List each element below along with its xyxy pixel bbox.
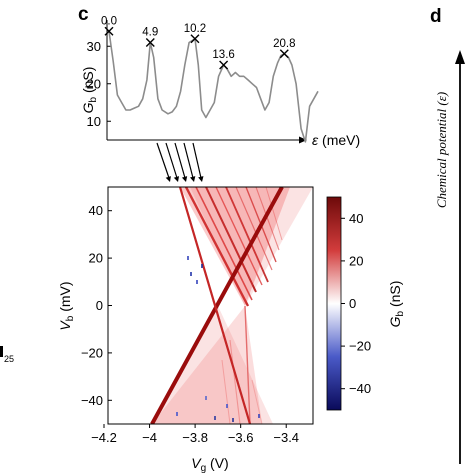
peak-arrowhead	[198, 176, 204, 182]
heatmap-xtick-label: −3.4	[273, 430, 299, 445]
noise-speck	[214, 416, 216, 420]
heatmap-xlabel: Vg (V)	[191, 455, 228, 474]
chemical-potential-arrowhead	[455, 50, 465, 64]
heatmap-ytick-label: 0	[96, 298, 103, 313]
lower-conductance-wash	[152, 306, 262, 424]
upper-conductance-wash	[180, 187, 290, 306]
peak-marker	[279, 49, 289, 59]
peak-arrow-shaft	[174, 142, 186, 179]
heatmap-ylabel: Vb (mV)	[57, 281, 76, 330]
top-ylabel: Gb (nS)	[80, 67, 99, 114]
peak-marker	[145, 38, 155, 47]
peak-arrows	[156, 142, 204, 182]
peak-label: 0.0	[101, 15, 117, 27]
peak-arrow-shaft	[156, 142, 170, 179]
heatmap-xtick-label: −3.6	[228, 430, 254, 445]
peak-arrow-shaft	[165, 142, 178, 179]
colorbar-label: Gb (nS)	[387, 281, 406, 328]
diamond-edge-right	[178, 187, 252, 424]
peak-marker	[104, 26, 114, 36]
top-ytick-label: 20	[87, 76, 101, 91]
chemical-potential-label: Chemical potential (ε)	[434, 92, 449, 208]
resonance-line	[255, 187, 280, 251]
lower-resonance-lines	[152, 305, 263, 424]
colorbar: 40 20 0 −20 −40 Gb (nS)	[326, 196, 406, 411]
panel-letter-d: d	[430, 6, 442, 27]
colorbar-tick-label: 40	[349, 211, 363, 226]
diamond-edge-left	[150, 187, 284, 424]
resonance-line	[235, 187, 273, 271]
differential-conductance-heatmap: −4.2 −4 −3.8 −3.6 −3.4 40 20 0 −20 −40 Vg (V) Vb…	[57, 186, 314, 474]
resonance-line	[205, 187, 257, 293]
peak-marker	[190, 34, 200, 44]
resonance-line	[184, 187, 250, 307]
heatmap-noise	[176, 256, 260, 422]
heatmap-xtick-label: −4.2	[91, 430, 117, 445]
top-xlabel: ε (meV)	[312, 132, 360, 148]
resonance-line	[215, 187, 263, 286]
noise-speck	[205, 396, 207, 400]
peak-arrowhead	[181, 176, 188, 182]
left-partial-subscript: 25	[4, 354, 14, 364]
colorbar-tick-label: 0	[349, 296, 356, 311]
noise-speck	[176, 412, 178, 416]
top-ytick-label: 10	[87, 114, 101, 129]
resonance-line	[225, 187, 269, 283]
peak-label: 20.8	[273, 38, 295, 50]
colorbar-tick-label: −40	[349, 381, 371, 396]
resonance-line	[229, 339, 241, 424]
top-x-axis-arrow	[299, 136, 307, 144]
heatmap-ytick-label: 20	[89, 251, 103, 266]
peak-label: 10.2	[184, 23, 206, 35]
top-ytick-label: 30	[87, 39, 101, 54]
peak-arrow-shaft	[183, 142, 194, 179]
peak-label: 4.9	[142, 27, 158, 39]
heatmap-ytick-label: −40	[81, 393, 103, 408]
heatmap-ytick-label: 40	[89, 203, 103, 218]
heatmap-xtick-label: −3.8	[182, 430, 208, 445]
chemical-potential-axis: Chemical potential (ε)	[434, 50, 465, 464]
noise-speck	[187, 256, 189, 260]
noise-speck	[226, 404, 228, 408]
noise-speck	[232, 418, 234, 422]
peak-marker	[219, 60, 229, 70]
resonance-line	[265, 187, 283, 241]
colorbar-tick-label: −20	[349, 339, 371, 354]
colorbar-tick-label: 20	[349, 253, 363, 268]
panel-letter-c: c	[78, 4, 89, 25]
peak-arrowhead	[173, 176, 180, 182]
heatmap-xtick-label: −4	[142, 430, 157, 445]
heatmap-ytick-label: −20	[81, 345, 103, 360]
peak-arrowhead	[165, 176, 171, 182]
peak-label: 13.6	[212, 49, 234, 61]
noise-speck	[196, 280, 198, 284]
noise-speck	[190, 272, 192, 276]
noise-speck	[258, 414, 260, 418]
resonance-line	[195, 187, 253, 301]
noise-speck	[201, 264, 203, 268]
gb-vs-energy-plot: 10 20 30 Gb (nS) ε (meV) 0.0 4.9 10.2 13.6 20.…	[80, 15, 360, 148]
resonance-line	[221, 359, 231, 424]
resonance-line	[251, 379, 263, 424]
left-partial-label: 25	[0, 346, 14, 364]
peak-arrow-shaft	[192, 142, 202, 179]
resonance-line	[244, 305, 251, 424]
peak-arrowhead	[190, 176, 196, 182]
colorbar-gradient	[326, 196, 342, 411]
